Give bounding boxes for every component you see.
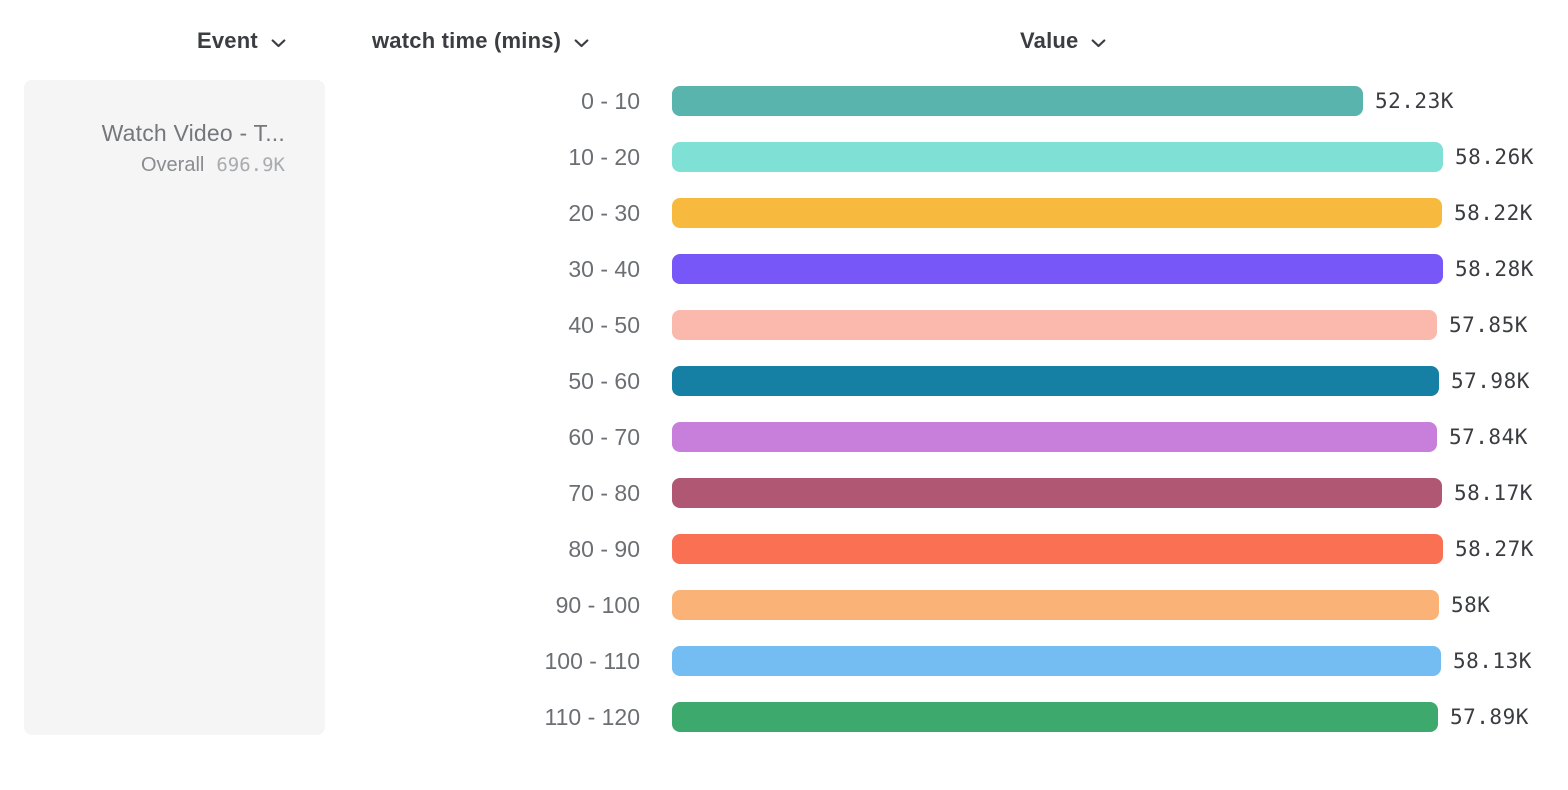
chart-row: 0 - 10 52.23K <box>0 86 1568 116</box>
chart-row: 80 - 90 58.27K <box>0 534 1568 564</box>
chevron-down-icon <box>1092 39 1106 48</box>
bar-value-label: 52.23K <box>1375 89 1454 113</box>
bucket-label: 100 - 110 <box>544 647 640 674</box>
bar-value-label: 58.22K <box>1454 201 1533 225</box>
chart-row: 90 - 100 58K <box>0 590 1568 620</box>
bar-segment[interactable] <box>672 590 1439 620</box>
chart-row: 30 - 40 58.28K <box>0 254 1568 284</box>
bucket-label: 70 - 80 <box>568 479 640 506</box>
chevron-down-icon <box>271 39 286 48</box>
bar-segment[interactable] <box>672 534 1443 564</box>
bar-segment[interactable] <box>672 366 1439 396</box>
bucket-label: 20 - 30 <box>568 199 640 226</box>
bar-value-label: 58.17K <box>1454 481 1533 505</box>
bar-segment[interactable] <box>672 86 1363 116</box>
breakdown-column-label: watch time (mins) <box>372 28 562 53</box>
chart-row: 50 - 60 57.98K <box>0 366 1568 396</box>
overall-value: 696.9K <box>216 154 285 176</box>
bar-value-label: 58K <box>1451 593 1491 617</box>
bar-value-label: 58.27K <box>1455 537 1534 561</box>
event-name: Watch Video - T... <box>101 120 285 146</box>
overall-label: Overall <box>141 154 205 176</box>
breakdown-column-dropdown[interactable]: watch time (mins) <box>372 28 589 54</box>
bucket-label: 30 - 40 <box>568 255 640 282</box>
bar-segment[interactable] <box>672 198 1442 228</box>
chart-row: 100 - 110 58.13K <box>0 646 1568 676</box>
bar-segment[interactable] <box>672 310 1437 340</box>
bucket-label: 60 - 70 <box>568 423 640 450</box>
chart-row: 110 - 120 57.89K <box>0 702 1568 732</box>
bucket-label: 80 - 90 <box>568 535 640 562</box>
event-overall-row: Overall 696.9K <box>102 154 285 177</box>
bar-value-label: 57.85K <box>1449 313 1528 337</box>
horizontal-bar-chart: 0 - 10 52.23K 10 - 20 58.26K 20 - 30 58.22K 30… <box>0 80 1568 780</box>
bar-segment[interactable] <box>672 702 1438 732</box>
chart-row: 60 - 70 57.84K <box>0 422 1568 452</box>
bar-value-label: 57.98K <box>1451 369 1530 393</box>
event-card[interactable]: Watch Video - T... Overall 696.9K <box>24 80 325 735</box>
bar-value-label: 57.89K <box>1450 705 1529 729</box>
bar-segment[interactable] <box>672 142 1443 172</box>
bucket-label: 40 - 50 <box>568 311 640 338</box>
chevron-down-icon <box>574 39 589 48</box>
value-column-label: Value <box>1020 28 1079 53</box>
event-card-text: Watch Video - T... Overall 696.9K <box>102 120 285 177</box>
bar-value-label: 58.13K <box>1453 649 1532 673</box>
bar-segment[interactable] <box>672 478 1442 508</box>
chart-row: 70 - 80 58.17K <box>0 478 1568 508</box>
bar-value-label: 58.26K <box>1455 145 1534 169</box>
bucket-label: 90 - 100 <box>555 591 640 618</box>
value-column-dropdown[interactable]: Value <box>1020 28 1106 54</box>
bar-value-label: 58.28K <box>1455 257 1534 281</box>
chart-row: 40 - 50 57.85K <box>0 310 1568 340</box>
bar-value-label: 57.84K <box>1449 425 1528 449</box>
chart-row: 20 - 30 58.22K <box>0 198 1568 228</box>
event-column-dropdown[interactable]: Event <box>197 28 286 54</box>
bucket-label: 10 - 20 <box>568 143 640 170</box>
bar-segment[interactable] <box>672 254 1443 284</box>
bar-segment[interactable] <box>672 422 1437 452</box>
bucket-label: 0 - 10 <box>581 87 640 114</box>
chart-row: 10 - 20 58.26K <box>0 142 1568 172</box>
event-column-label: Event <box>197 28 258 53</box>
bucket-label: 110 - 120 <box>544 703 640 730</box>
bucket-label: 50 - 60 <box>568 367 640 394</box>
bar-segment[interactable] <box>672 646 1441 676</box>
